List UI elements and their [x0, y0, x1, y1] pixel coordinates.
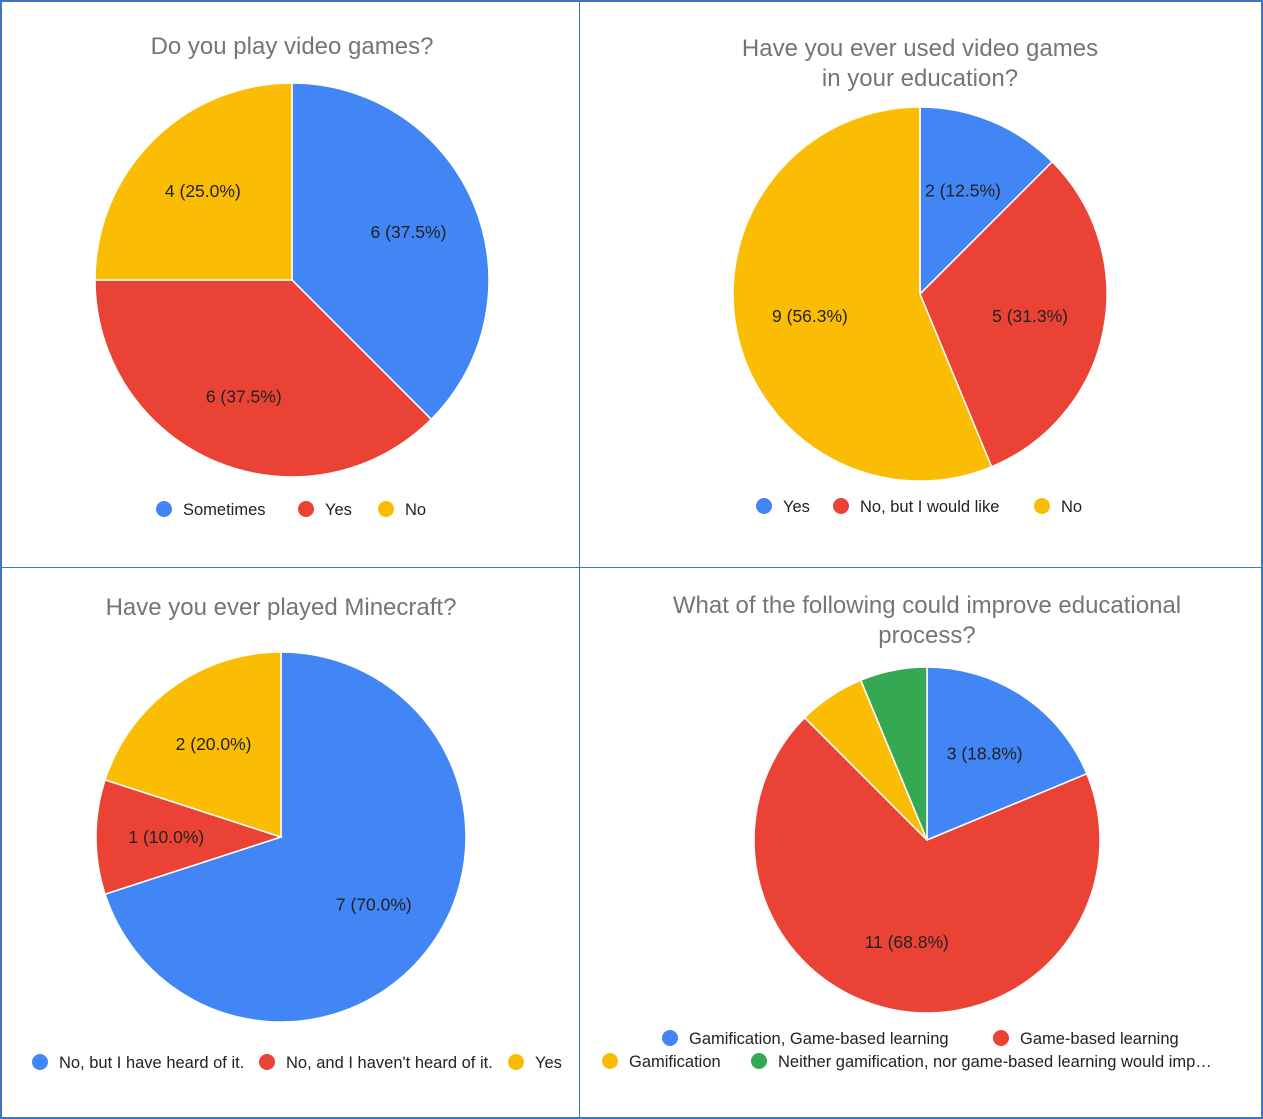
chart-title: Do you play video games? [151, 33, 434, 60]
pie-slice [104, 651, 282, 839]
legend-item: Gamification, Game-based learning [662, 1030, 949, 1048]
legend-item: Gamification [602, 1053, 721, 1071]
legend-label: Yes [535, 1054, 562, 1072]
legend-swatch [751, 1053, 767, 1069]
legend-label: No [1061, 498, 1082, 516]
chart-title: process? [878, 622, 975, 649]
pie-slice [95, 778, 284, 896]
slice-label: 9 (56.3%) [772, 306, 848, 326]
legend-label: Sometimes [183, 501, 266, 519]
slice-label: 7 (70.0%) [336, 894, 412, 914]
chart-title: Have you ever played Minecraft? [106, 594, 457, 621]
slice-label: 4 (25.0%) [165, 181, 241, 201]
pie-slice [926, 666, 1088, 842]
legend-swatch [833, 498, 849, 514]
chart-panel-improve: What of the following could improve educ… [579, 567, 1263, 1119]
legend-item: Yes [756, 498, 810, 516]
slice-label: 5 (31.3%) [992, 306, 1068, 326]
pie-slice [732, 106, 993, 482]
legend-label: No, but I have heard of it. [59, 1054, 244, 1072]
legend-label: Gamification [629, 1053, 721, 1071]
chart-panel-education: Have you ever used video games in your ed… [579, 0, 1263, 568]
chart-panel-video-games: Do you play video games? 6 (37.5%) 6 (37.5… [0, 0, 580, 568]
legend-swatch [259, 1054, 275, 1070]
pie-slice [94, 82, 293, 281]
slice-label: 3 (18.8%) [947, 744, 1023, 764]
legend-item: Yes [298, 501, 352, 519]
legend-item: Yes [508, 1054, 562, 1072]
legend-label: Yes [783, 498, 810, 516]
legend-label: No [405, 501, 426, 519]
pie-slice [753, 716, 1101, 1014]
pie-slice [919, 106, 1054, 296]
legend-item: No, and I haven't heard of it. [259, 1054, 493, 1072]
legend-swatch [602, 1053, 618, 1069]
legend-swatch [298, 501, 314, 517]
legend-swatch [993, 1030, 1009, 1046]
legend-swatch [378, 501, 394, 517]
legend-label: Gamification, Game-based learning [689, 1030, 949, 1048]
legend-item: No [378, 501, 426, 519]
legend-swatch [508, 1054, 524, 1070]
slice-label: 6 (37.5%) [206, 386, 282, 406]
pie-slice [859, 666, 928, 841]
pie-chart: Have you ever used video games in your ed… [732, 35, 1108, 516]
legend-item: No, but I have heard of it. [32, 1054, 244, 1072]
legend-swatch [32, 1054, 48, 1070]
legend-label: Yes [325, 501, 352, 519]
pie-chart: What of the following could improve educ… [602, 592, 1212, 1071]
slice-label: 11 (68.8%) [865, 932, 949, 952]
legend-swatch [662, 1030, 678, 1046]
slice-label: 2 (12.5%) [925, 180, 1001, 200]
legend-label: No, and I haven't heard of it. [286, 1054, 493, 1072]
chart-title: Have you ever used video games [742, 35, 1098, 62]
legend-label: Neither gamification, nor game-based lea… [778, 1053, 1212, 1071]
slice-label: 1 (10.0%) [128, 827, 204, 847]
legend-label: No, but I would like [860, 498, 999, 516]
legend-swatch [756, 498, 772, 514]
chart-title: What of the following could improve educ… [673, 592, 1181, 619]
legend-swatch [156, 501, 172, 517]
legend-item: Sometimes [156, 501, 266, 519]
pie-slice [94, 279, 433, 478]
slice-label: 6 (37.5%) [371, 222, 447, 242]
pie-slice [104, 651, 467, 1023]
pie-chart: Have you ever played Minecraft? 7 (70.0%)… [32, 594, 562, 1072]
legend-item: Game-based learning [993, 1030, 1179, 1048]
legend-item: Neither gamification, nor game-based lea… [751, 1053, 1212, 1071]
legend-item: No [1034, 498, 1082, 516]
slice-label: 2 (20.0%) [176, 734, 252, 754]
pie-slice [919, 160, 1108, 468]
pie-chart: Do you play video games? 6 (37.5%) 6 (37.5… [94, 33, 490, 519]
chart-panel-minecraft: Have you ever played Minecraft? 7 (70.0%)… [0, 567, 580, 1119]
legend-label: Game-based learning [1020, 1030, 1179, 1048]
chart-title: in your education? [822, 65, 1018, 92]
pie-slice [291, 82, 490, 421]
legend-swatch [1034, 498, 1050, 514]
legend-item: No, but I would like [833, 498, 999, 516]
